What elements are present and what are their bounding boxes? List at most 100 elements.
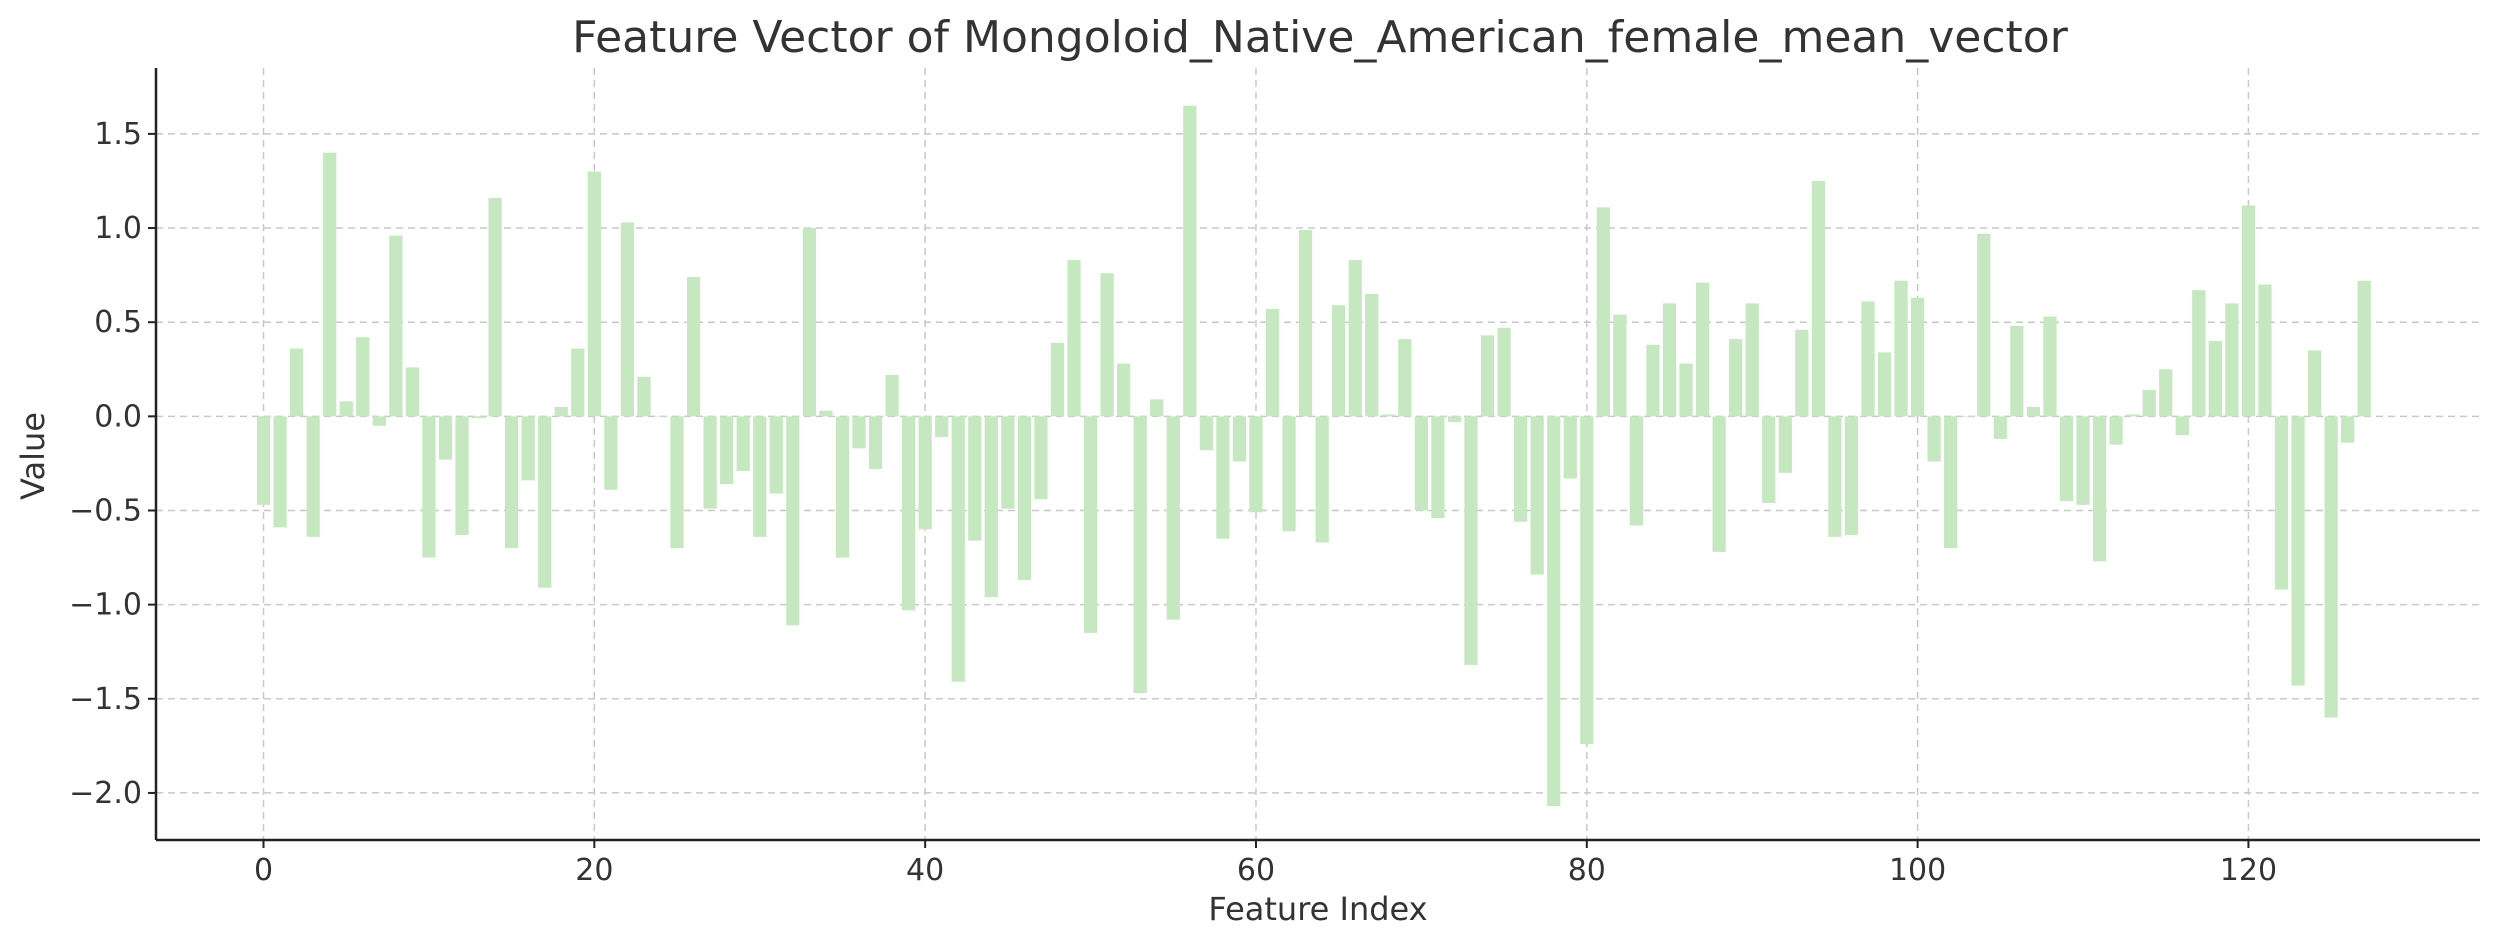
bar xyxy=(521,416,535,481)
bar xyxy=(1381,414,1395,417)
bar xyxy=(505,416,519,549)
bar xyxy=(1497,327,1511,417)
chart-title: Feature Vector of Mongoloid_Native_Ameri… xyxy=(572,12,2069,63)
bar xyxy=(852,416,866,449)
bar xyxy=(670,416,684,549)
bar xyxy=(968,416,982,541)
y-tick-label: −0.5 xyxy=(69,493,142,528)
axis-layer: −2.0 −1.5 −1.0 −0.5 0.0 0.5 1.0 1.5 0 20 40 60 80 100… xyxy=(69,68,2480,888)
bar xyxy=(1282,416,1296,532)
bar xyxy=(1662,303,1677,417)
bar xyxy=(984,416,998,598)
bar xyxy=(571,348,585,417)
bar xyxy=(1332,305,1346,417)
bar xyxy=(1083,416,1098,633)
bar xyxy=(273,416,287,528)
bar xyxy=(1712,416,1726,552)
bar xyxy=(1844,416,1859,535)
bar xyxy=(1001,416,1015,509)
bar xyxy=(1580,416,1594,744)
bar xyxy=(769,416,783,494)
bar xyxy=(1183,105,1197,417)
bar xyxy=(951,416,965,682)
bar xyxy=(1745,303,1759,417)
bar xyxy=(1414,416,1428,511)
bar xyxy=(1464,416,1478,665)
x-tick-label: 60 xyxy=(1237,853,1275,888)
bar xyxy=(1729,339,1743,417)
y-tick-label: 1.5 xyxy=(94,117,142,152)
bar xyxy=(2059,416,2074,502)
bar xyxy=(2159,369,2173,417)
x-tick-label: 120 xyxy=(2220,853,2277,888)
bar xyxy=(1828,416,1842,537)
bar xyxy=(2076,416,2090,505)
bar xyxy=(1034,416,1048,500)
bar xyxy=(1960,416,1974,417)
bar xyxy=(256,416,271,505)
y-tick-label: 0.0 xyxy=(94,399,142,434)
bar xyxy=(1861,301,1875,417)
bar xyxy=(2208,341,2222,417)
bar xyxy=(1315,416,1329,543)
bar xyxy=(703,416,717,509)
bar xyxy=(1166,416,1180,620)
bar xyxy=(2357,280,2371,417)
bar xyxy=(1530,416,1544,575)
bar xyxy=(686,277,701,417)
bar xyxy=(1199,416,1213,451)
bar xyxy=(1877,352,1892,417)
bar xyxy=(1117,363,1131,417)
bar xyxy=(306,416,320,537)
x-tick-label: 40 xyxy=(906,853,944,888)
bar xyxy=(1514,416,1528,522)
bar xyxy=(1232,416,1247,462)
bar xyxy=(753,416,767,537)
y-tick-label: 0.5 xyxy=(94,305,142,340)
bar xyxy=(1249,416,1263,513)
bar xyxy=(620,222,635,417)
bar xyxy=(488,197,502,417)
bar xyxy=(1629,416,1644,526)
bar xyxy=(1927,416,1941,462)
bar xyxy=(1067,260,1081,417)
bar xyxy=(1431,416,1445,519)
bar xyxy=(1398,339,1412,417)
bar xyxy=(554,406,568,417)
bar xyxy=(2142,389,2156,417)
y-axis-label: Value xyxy=(14,412,52,500)
x-tick-label: 100 xyxy=(1889,853,1946,888)
bar xyxy=(720,416,734,485)
bar xyxy=(2241,205,2256,417)
bar xyxy=(1017,416,1032,581)
bar xyxy=(2092,416,2107,562)
bar xyxy=(1150,399,1164,417)
bar xyxy=(2324,416,2338,718)
bar xyxy=(422,416,436,558)
bar xyxy=(372,416,386,426)
bar xyxy=(323,152,337,417)
bar xyxy=(1447,416,1462,422)
bar xyxy=(2291,416,2305,686)
bar xyxy=(1596,207,1610,417)
bar xyxy=(1778,416,1792,473)
bar xyxy=(1365,293,1379,417)
x-axis-label: Feature Index xyxy=(1208,890,1427,928)
bar xyxy=(1762,416,1776,503)
bar xyxy=(1133,416,1147,694)
bar xyxy=(2341,416,2355,443)
bar xyxy=(637,376,651,417)
y-tick-label: −1.5 xyxy=(69,682,142,717)
bar xyxy=(885,374,899,417)
bar xyxy=(2175,416,2189,436)
bar xyxy=(1298,229,1313,417)
bar xyxy=(2192,290,2206,417)
y-tick-label: 1.0 xyxy=(94,211,142,246)
bar xyxy=(786,416,800,626)
bar xyxy=(802,228,816,417)
bar xyxy=(438,416,453,460)
bar xyxy=(339,401,353,417)
y-tick-label: −1.0 xyxy=(69,588,142,623)
bar xyxy=(653,416,668,417)
